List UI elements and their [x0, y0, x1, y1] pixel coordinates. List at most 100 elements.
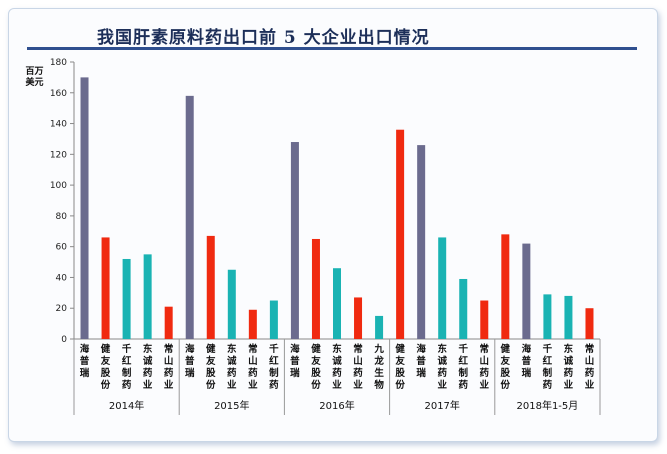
category-char: 药	[353, 367, 363, 379]
y-tick-label: 180	[50, 58, 67, 68]
category-char: 健	[501, 343, 511, 355]
category-char: 千	[269, 343, 279, 355]
bar	[122, 258, 131, 339]
group-label: 2016年	[319, 399, 354, 412]
category-char: 股	[206, 368, 216, 379]
category-char: 健	[395, 343, 405, 355]
category-char: 业	[437, 379, 447, 391]
category-char: 制	[122, 367, 132, 379]
category-char: 普	[522, 355, 532, 367]
category-char: 药	[332, 367, 342, 379]
category-char: 药	[543, 379, 553, 391]
category-char: 千	[543, 343, 553, 355]
bar	[480, 300, 489, 339]
y-tick-label: 60	[56, 243, 68, 253]
category-char: 友	[205, 355, 216, 367]
category-char: 友	[100, 355, 111, 367]
category-char: 九	[373, 343, 384, 355]
category-char: 红	[269, 355, 279, 367]
category-char: 山	[480, 355, 490, 367]
category-char: 山	[164, 355, 174, 367]
category-char: 股	[101, 368, 111, 379]
bar	[206, 235, 215, 339]
y-unit-char: 百	[25, 66, 34, 77]
title-bar: 我国肝素原料药出口前 5 大企业出口情况	[27, 23, 637, 50]
category-char: 海	[80, 343, 90, 355]
group-label: 2014年	[109, 399, 144, 412]
category-char: 海	[185, 343, 195, 355]
category-char: 常	[585, 343, 595, 355]
category-char: 瑞	[185, 367, 195, 379]
category-char: 制	[543, 367, 553, 379]
y-tick-label: 20	[56, 304, 68, 314]
category-char: 份	[395, 379, 405, 391]
category-char: 诚	[437, 355, 447, 367]
category-char: 诚	[227, 355, 237, 367]
category-char: 健	[206, 343, 216, 355]
category-char: 红	[122, 355, 132, 367]
category-char: 药	[227, 367, 237, 379]
y-tick-label: 120	[50, 150, 67, 160]
bar	[354, 297, 363, 339]
bar	[501, 234, 510, 339]
category-char: 龙	[373, 355, 384, 367]
category-char: 友	[310, 355, 321, 367]
category-char: 业	[164, 379, 174, 391]
bar	[333, 268, 341, 339]
category-char: 常	[248, 343, 258, 355]
category-char: 药	[269, 379, 279, 391]
category-char: 海	[416, 343, 426, 355]
category-char: 药	[143, 367, 153, 379]
bar	[290, 142, 299, 339]
category-char: 常	[353, 343, 363, 355]
category-char: 业	[480, 379, 490, 391]
bar	[459, 278, 468, 339]
category-char: 药	[585, 367, 595, 379]
category-char: 瑞	[416, 367, 426, 379]
category-char: 制	[458, 367, 468, 379]
category-char: 生	[374, 367, 384, 379]
bar	[311, 238, 320, 339]
category-char: 东	[564, 343, 574, 355]
y-tick-label: 0	[61, 335, 67, 345]
bar	[269, 300, 278, 339]
y-tick-label: 80	[56, 212, 68, 222]
category-char: 友	[394, 355, 405, 367]
category-char: 瑞	[80, 367, 90, 379]
category-char: 诚	[143, 355, 153, 367]
group-label: 2018年1-5月	[517, 399, 579, 412]
category-char: 健	[101, 343, 111, 355]
group-label: 2015年	[214, 399, 249, 412]
y-unit-char: 元	[34, 77, 43, 88]
category-char: 东	[227, 343, 237, 355]
category-char: 友	[500, 355, 511, 367]
bar	[585, 308, 594, 339]
category-char: 健	[311, 343, 321, 355]
bar	[143, 254, 152, 339]
category-char: 常	[480, 343, 490, 355]
category-char: 红	[458, 355, 468, 367]
bar	[564, 295, 573, 339]
category-char: 诚	[332, 355, 342, 367]
category-char: 海	[522, 343, 532, 355]
category-char: 瑞	[290, 367, 300, 379]
category-char: 山	[353, 355, 363, 367]
category-char: 千	[122, 343, 132, 355]
category-char: 药	[248, 367, 258, 379]
y-tick-label: 140	[50, 120, 67, 130]
chart-frame: 我国肝素原料药出口前 5 大企业出口情况	[8, 8, 658, 442]
bar	[396, 129, 405, 339]
category-char: 药	[458, 379, 468, 391]
category-char: 份	[311, 379, 321, 391]
y-tick-label: 100	[50, 181, 67, 191]
category-char: 山	[585, 355, 595, 367]
category-char: 东	[332, 343, 342, 355]
y-unit-char: 万	[33, 66, 43, 77]
category-char: 业	[585, 379, 595, 391]
category-char: 物	[374, 379, 384, 391]
group-label: 2017年	[424, 399, 459, 412]
bar	[80, 77, 89, 339]
category-char: 普	[416, 355, 426, 367]
category-char: 药	[122, 379, 132, 391]
